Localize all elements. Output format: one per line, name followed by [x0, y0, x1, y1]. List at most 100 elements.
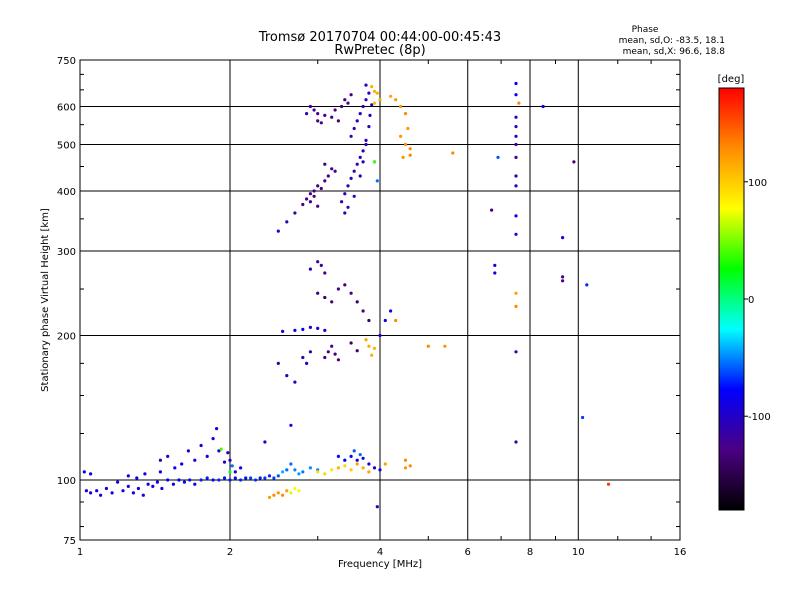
data-point: [289, 423, 293, 427]
data-point: [121, 489, 125, 493]
data-point: [349, 176, 353, 180]
data-point: [358, 155, 362, 159]
data-point: [316, 260, 320, 264]
data-point: [258, 476, 262, 480]
data-point: [188, 478, 192, 482]
data-point: [267, 474, 272, 478]
data-point: [367, 470, 371, 474]
data-point: [370, 353, 374, 357]
data-point: [367, 318, 371, 323]
y-axis-label: Stationary phase Virtual Height [km]: [40, 208, 51, 392]
data-point: [606, 482, 611, 486]
data-point: [285, 374, 289, 378]
data-point: [372, 160, 377, 164]
x-tick-label: 10: [572, 547, 585, 558]
data-point: [355, 300, 359, 304]
data-point: [336, 119, 340, 123]
data-point: [305, 112, 309, 116]
data-point: [367, 125, 371, 129]
data-point: [370, 85, 374, 89]
data-point: [496, 155, 500, 159]
x-tick-label: 8: [527, 547, 533, 558]
data-point: [399, 134, 403, 138]
data-point: [330, 115, 334, 119]
data-point: [514, 125, 518, 129]
data-point: [514, 134, 518, 138]
data-point: [155, 480, 159, 484]
data-point: [408, 147, 412, 151]
data-point: [514, 93, 518, 97]
data-point: [316, 112, 320, 116]
data-point: [333, 108, 337, 112]
data-point: [443, 344, 447, 348]
data-point: [375, 505, 379, 509]
data-point: [82, 470, 86, 474]
data-point: [346, 184, 350, 188]
data-point: [308, 350, 312, 354]
colorbar-label: [deg]: [718, 74, 745, 85]
data-point: [368, 113, 372, 117]
data-point: [389, 94, 393, 98]
data-point: [514, 232, 518, 236]
data-point: [177, 478, 181, 482]
data-point: [361, 309, 365, 313]
data-point: [263, 476, 267, 480]
data-point: [230, 464, 234, 468]
data-point: [355, 462, 359, 466]
data-point: [171, 482, 175, 486]
data-point: [263, 440, 267, 444]
data-point: [160, 486, 164, 491]
data-point: [151, 484, 155, 488]
data-point: [323, 472, 327, 476]
data-point: [349, 341, 353, 345]
data-point: [267, 495, 272, 499]
data-point: [281, 470, 285, 474]
data-point: [426, 344, 430, 348]
data-point: [217, 449, 221, 453]
data-point: [352, 194, 356, 198]
colorbar: [718, 87, 745, 511]
data-point: [330, 344, 334, 348]
data-point: [514, 115, 518, 119]
data-point: [158, 470, 162, 474]
data-point: [336, 454, 340, 458]
data-point: [364, 142, 368, 147]
data-point: [89, 491, 93, 495]
data-point: [293, 468, 297, 472]
data-point: [308, 267, 312, 271]
data-point: [272, 476, 276, 480]
data-point: [285, 220, 289, 224]
y-tick-label: 400: [57, 187, 76, 198]
data-point: [312, 194, 316, 198]
data-point: [572, 160, 576, 164]
data-point: [394, 98, 398, 102]
data-point: [308, 192, 312, 196]
data-point: [285, 489, 289, 493]
data-point: [316, 204, 320, 208]
phase-title: Phase: [632, 25, 659, 35]
data-point: [316, 326, 320, 330]
y-tick-label: 300: [57, 247, 76, 258]
data-point: [364, 138, 368, 142]
data-point: [308, 466, 312, 470]
data-point: [514, 81, 518, 86]
data-point: [135, 476, 139, 480]
data-point: [343, 458, 347, 462]
x-tick-label: 2: [227, 547, 233, 558]
data-point: [276, 474, 280, 478]
data-point: [316, 470, 320, 474]
data-point: [346, 101, 350, 105]
data-point: [319, 263, 323, 267]
data-point: [367, 344, 371, 348]
data-point: [285, 468, 289, 472]
data-point: [272, 493, 276, 497]
data-point: [375, 91, 379, 95]
data-point: [308, 325, 312, 329]
data-point: [211, 437, 215, 441]
data-point: [364, 338, 368, 342]
data-point: [323, 271, 327, 275]
data-point: [367, 91, 371, 95]
data-point: [349, 468, 353, 472]
data-point: [408, 153, 412, 157]
